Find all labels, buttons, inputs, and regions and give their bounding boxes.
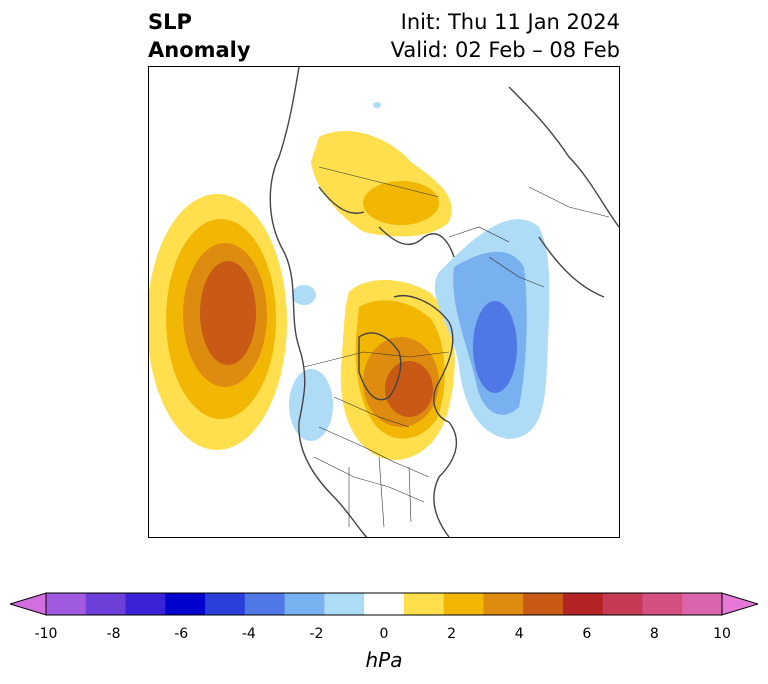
colorbar-segment bbox=[562, 593, 604, 615]
colorbar-segment bbox=[125, 593, 166, 615]
atlantic-low-anomaly bbox=[434, 219, 550, 439]
colorbar-segment bbox=[284, 593, 325, 615]
political-borders bbox=[303, 166, 610, 528]
colorbar-segment bbox=[244, 593, 286, 615]
colorbar-segment bbox=[523, 593, 564, 615]
colorbar-tick-label: -10 bbox=[34, 626, 58, 642]
forecast-dates: Init: Thu 11 Jan 2024 Valid: 02 Feb – 08… bbox=[391, 8, 620, 64]
arctic-small-low-patch bbox=[373, 102, 381, 108]
colorbar-arrow-high bbox=[721, 592, 758, 616]
colorbar-tick-label: -8 bbox=[106, 626, 121, 642]
colorbar-segment bbox=[602, 593, 643, 615]
colorbar-segment bbox=[165, 593, 206, 615]
valid-range: Valid: 02 Feb – 08 Feb bbox=[390, 38, 620, 62]
pacific-low-patch bbox=[289, 369, 333, 441]
colorbar-segment bbox=[682, 593, 723, 615]
colorbar-segment bbox=[324, 593, 365, 615]
colorbar-arrow-low bbox=[10, 592, 47, 616]
map-canvas bbox=[149, 67, 619, 537]
colorbar-segment bbox=[85, 593, 127, 615]
colorbar-tick-label: -6 bbox=[174, 626, 189, 642]
map-title: SLP Anomaly bbox=[148, 8, 251, 64]
colorbar-tick-label: 8 bbox=[649, 626, 659, 642]
colorbar-segment bbox=[205, 593, 246, 615]
colorbar-tick-label: -4 bbox=[241, 626, 256, 642]
init-date: Init: Thu 11 Jan 2024 bbox=[400, 10, 620, 34]
colorbar bbox=[10, 592, 758, 616]
colorbar-tick-label: 6 bbox=[582, 626, 592, 642]
pacific-small-low-patch bbox=[292, 285, 316, 305]
colorbar-segment bbox=[46, 593, 87, 615]
colorbar-segment bbox=[483, 593, 524, 615]
colorbar-units: hPa bbox=[365, 648, 403, 672]
colorbar-segment bbox=[443, 593, 484, 615]
colorbar-segment bbox=[364, 593, 405, 615]
pacific-high-anomaly bbox=[149, 194, 287, 450]
title-type: Anomaly bbox=[148, 38, 251, 62]
colorbar-tick-label: 10 bbox=[713, 626, 731, 642]
colorbar-tick-label: 2 bbox=[447, 626, 457, 642]
coastlines bbox=[269, 67, 619, 537]
colorbar-tick-label: -2 bbox=[309, 626, 324, 642]
colorbar-tick-label: 4 bbox=[514, 626, 524, 642]
canada-high-anomaly bbox=[340, 279, 455, 460]
colorbar-segment bbox=[403, 593, 445, 615]
colorbar-outline bbox=[45, 592, 723, 616]
colorbar-tick-label: 0 bbox=[379, 626, 389, 642]
title-variable: SLP bbox=[148, 10, 192, 34]
arctic-high-anomaly bbox=[311, 131, 452, 237]
colorbar-segment bbox=[642, 593, 683, 615]
anomaly-map bbox=[148, 66, 620, 538]
